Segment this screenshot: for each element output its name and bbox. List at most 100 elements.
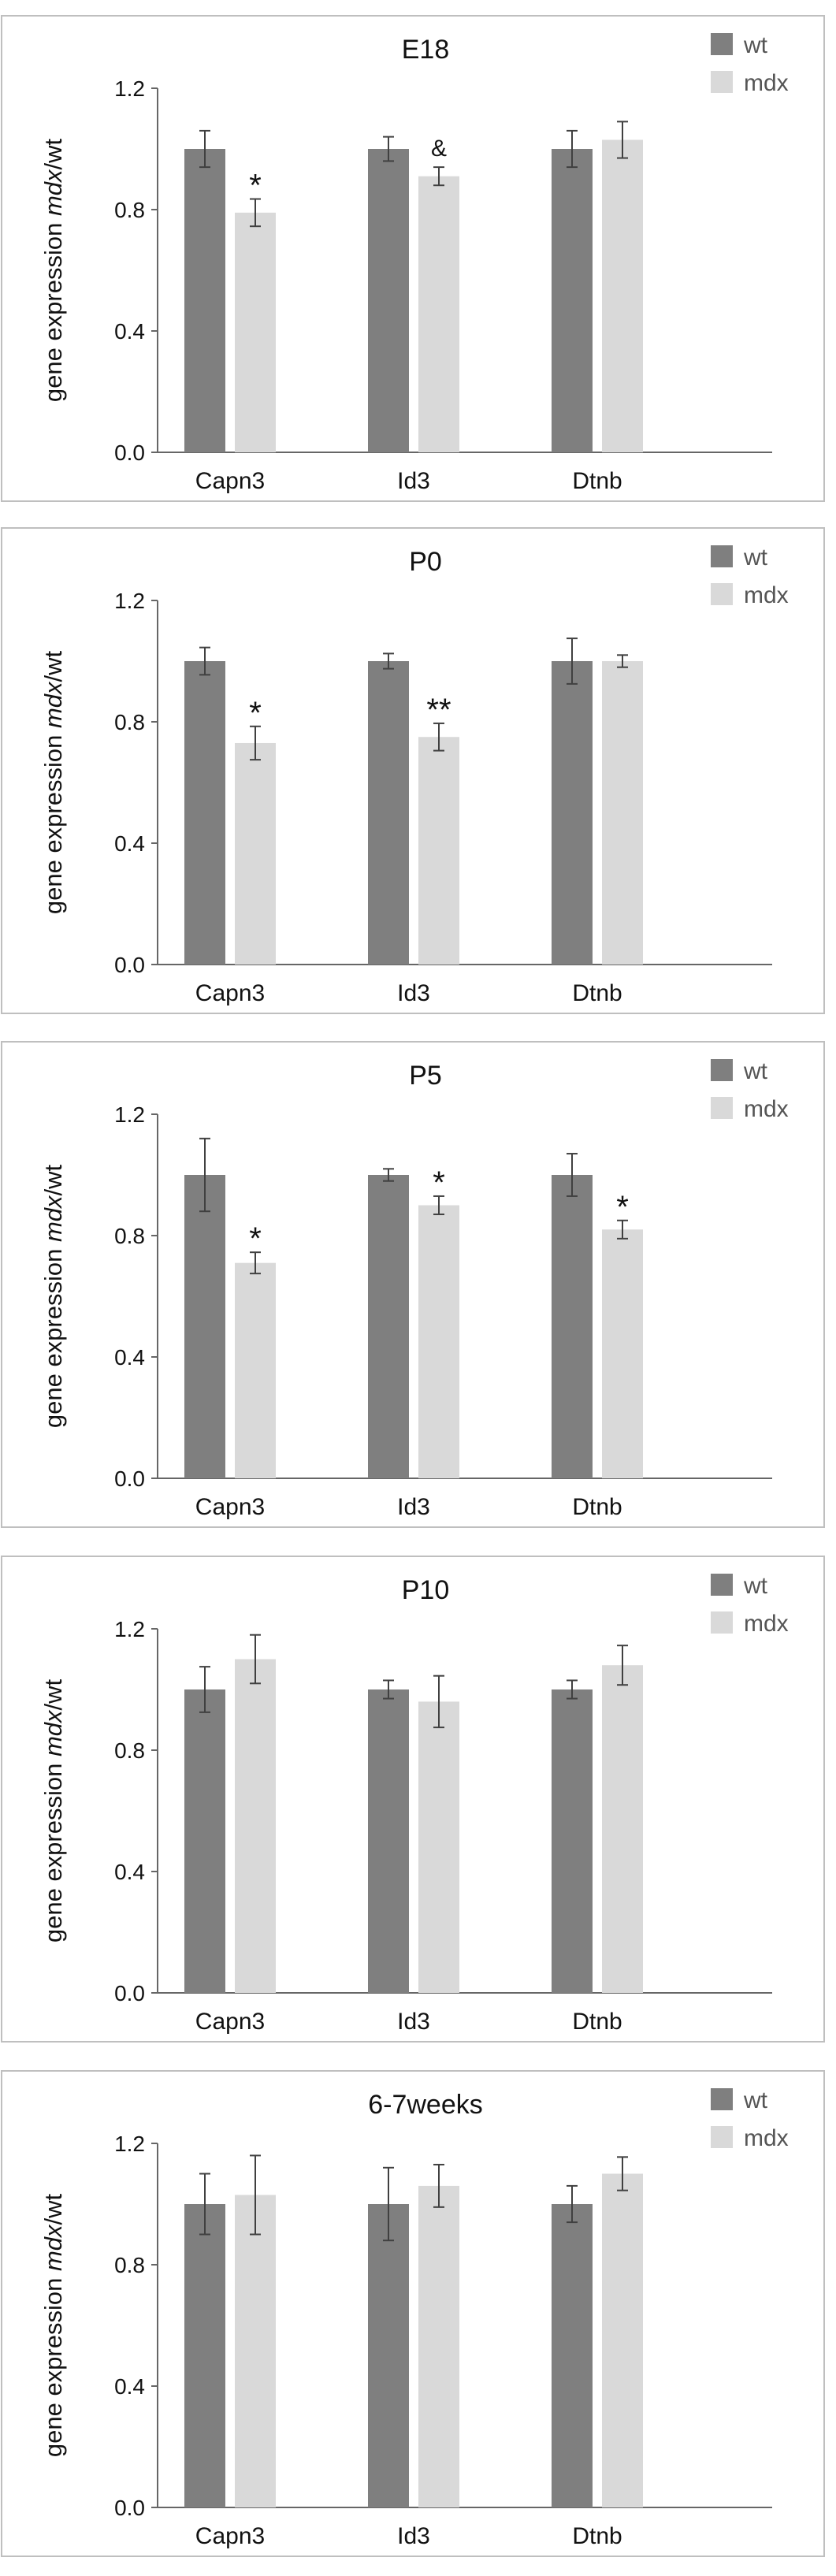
y-axis-label-part: mdx (39, 1709, 67, 1756)
legend-label-mdx: mdx (744, 582, 789, 608)
x-tick-label: Dtnb (572, 2009, 622, 2035)
bar-mdx-id3 (418, 1205, 459, 1478)
chart-frame (1, 1041, 825, 1528)
bar-wt-id3 (368, 149, 409, 452)
y-axis-label: gene expression mdx/wt (39, 2193, 67, 2457)
legend-swatch-wt (711, 2088, 733, 2110)
chart-frame (1, 15, 825, 502)
y-tick-label: 0.8 (114, 1738, 145, 1763)
legend-label-mdx: mdx (744, 2125, 789, 2151)
x-tick-label: Id3 (397, 2009, 430, 2035)
legend-label-wt: wt (743, 1573, 768, 1599)
y-tick-label: 0.8 (114, 710, 145, 734)
legend-label-wt: wt (743, 545, 768, 571)
x-tick-label: Id3 (397, 1494, 430, 1520)
significance-marker: & (431, 136, 447, 162)
significance-marker: * (433, 1165, 445, 1200)
chart-frame (1, 1556, 825, 2043)
bar-wt-capn3 (184, 661, 225, 965)
bar-mdx-dtnb (602, 139, 643, 452)
y-tick-label: 0.8 (114, 2253, 145, 2277)
bar-wt-dtnb (552, 1175, 593, 1478)
bar-mdx-dtnb (602, 1229, 643, 1478)
x-tick-label: Capn3 (195, 2009, 265, 2035)
significance-marker: * (249, 696, 262, 730)
chart-title: P0 (409, 547, 442, 577)
y-axis-label-part: /wt (39, 2193, 67, 2225)
bar-wt-dtnb (552, 2204, 593, 2507)
legend-label-mdx: mdx (744, 70, 789, 96)
y-axis-label-part: gene expression (39, 2271, 67, 2457)
y-tick-label: 0.0 (114, 1981, 145, 2005)
bar-mdx-capn3 (235, 1659, 276, 1993)
y-tick-label: 1.2 (114, 1617, 145, 1641)
y-axis-label-part: gene expression (39, 728, 67, 914)
legend-label-mdx: mdx (744, 1611, 789, 1637)
bar-mdx-id3 (418, 1701, 459, 1993)
y-tick-label: 0.8 (114, 1224, 145, 1248)
y-axis-label-part: /wt (39, 1678, 67, 1710)
bar-mdx-capn3 (235, 1262, 276, 1478)
bar-wt-dtnb (552, 661, 593, 965)
y-axis-label-part: gene expression (39, 1242, 67, 1428)
legend-swatch-mdx (711, 583, 733, 605)
bar-mdx-id3 (418, 2185, 459, 2507)
y-axis-label: gene expression mdx/wt (39, 650, 67, 914)
y-tick-label: 0.0 (114, 953, 145, 977)
y-tick-label: 0.4 (114, 831, 145, 856)
legend-swatch-mdx (711, 71, 733, 93)
y-tick-label: 0.4 (114, 1860, 145, 1884)
y-axis-label: gene expression mdx/wt (39, 1164, 67, 1428)
y-tick-label: 0.8 (114, 198, 145, 222)
x-tick-label: Capn3 (195, 468, 265, 494)
bar-mdx-capn3 (235, 212, 276, 452)
bar-wt-capn3 (184, 149, 225, 452)
y-axis-label-part: mdx (39, 169, 67, 216)
y-tick-label: 0.4 (114, 319, 145, 344)
y-axis-label-part: gene expression (39, 1756, 67, 1942)
y-tick-label: 0.4 (114, 2374, 145, 2399)
legend-swatch-mdx (711, 2126, 733, 2148)
y-tick-label: 0.0 (114, 440, 145, 465)
bar-mdx-dtnb (602, 2173, 643, 2507)
y-axis-label-part: /wt (39, 1164, 67, 1195)
significance-marker: * (616, 1190, 629, 1225)
bar-mdx-capn3 (235, 742, 276, 965)
y-tick-label: 0.0 (114, 2496, 145, 2520)
y-axis-label-part: /wt (39, 650, 67, 682)
y-axis-label-part: mdx (39, 2224, 67, 2271)
bar-mdx-id3 (418, 737, 459, 965)
x-tick-label: Capn3 (195, 1494, 265, 1520)
bar-wt-capn3 (184, 2204, 225, 2507)
y-tick-label: 0.0 (114, 1466, 145, 1491)
y-tick-label: 1.2 (114, 589, 145, 613)
bar-mdx-capn3 (235, 2195, 276, 2507)
y-axis-label-part: mdx (39, 681, 67, 728)
significance-marker: * (249, 1221, 262, 1256)
legend-swatch-wt (711, 1059, 733, 1081)
legend-swatch-mdx (711, 1611, 733, 1634)
bar-wt-id3 (368, 661, 409, 965)
x-tick-label: Dtnb (572, 980, 622, 1006)
chart-panel-1: P0 0.0 0.4 0.8 1.2 gene expression mdx/wt * Cap… (1, 527, 825, 1014)
bar-wt-dtnb (552, 1689, 593, 1993)
y-tick-label: 1.2 (114, 2132, 145, 2156)
bar-wt-id3 (368, 1175, 409, 1478)
bar-mdx-dtnb (602, 1665, 643, 1993)
significance-marker: ** (426, 693, 451, 727)
legend-label-wt: wt (743, 1058, 768, 1084)
y-axis-label-part: /wt (39, 138, 67, 169)
chart-panel-0: E18 0.0 0.4 0.8 1.2 gene expression mdx/wt * Ca… (1, 15, 825, 502)
legend-swatch-wt (711, 33, 733, 55)
bar-wt-capn3 (184, 1175, 225, 1478)
chart-title: P10 (402, 1575, 450, 1605)
legend-label-wt: wt (743, 2087, 768, 2113)
x-tick-label: Id3 (397, 468, 430, 494)
legend-label-mdx: mdx (744, 1096, 789, 1122)
bar-mdx-id3 (418, 176, 459, 452)
bar-wt-dtnb (552, 149, 593, 452)
x-tick-label: Capn3 (195, 980, 265, 1006)
y-tick-label: 1.2 (114, 76, 145, 101)
